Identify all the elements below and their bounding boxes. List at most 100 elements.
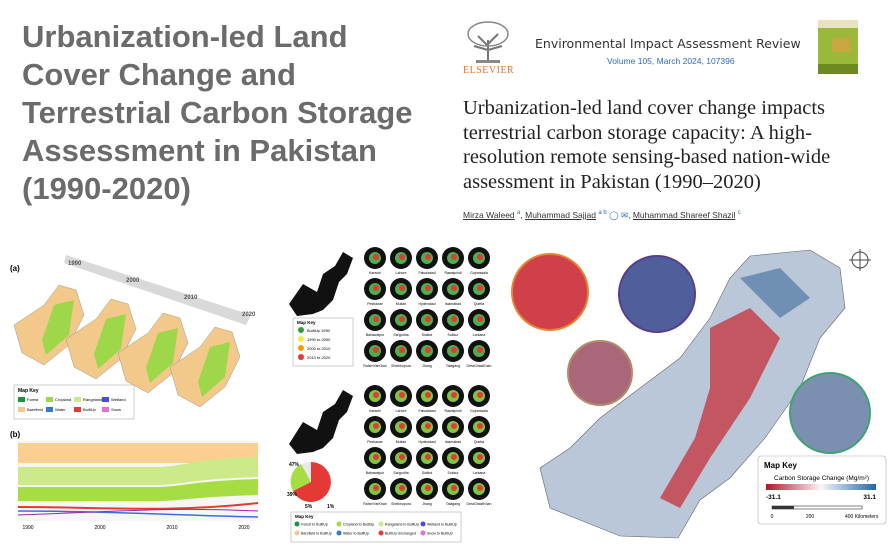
city-center (451, 254, 457, 260)
city-label: Bahawalpur (366, 471, 385, 475)
year-label: 2020 (242, 312, 256, 318)
city-center (451, 392, 457, 398)
city-label: Karachi (369, 409, 381, 413)
legend-swatch (336, 521, 342, 527)
publisher-logo (460, 18, 516, 66)
city-center (425, 285, 431, 291)
land-cover-figure: (a) 1990 2000 2010 2020 Map Key Forest Cropl… (10, 255, 259, 531)
city-center (477, 316, 483, 322)
city-center (373, 316, 379, 322)
city-label: Peshawar (367, 302, 383, 306)
legend-label: 1990 to 2000 (307, 337, 331, 342)
city-label: Jhang (422, 502, 432, 506)
paper-title: Urbanization-led land cover change impac… (463, 97, 831, 193)
city-center (451, 485, 457, 491)
city-label: DeraGhaziKhan (467, 502, 492, 506)
city-center (399, 423, 405, 429)
legend-label: BuiltUp Unchanged (385, 532, 416, 536)
city-label: Sukkur (448, 333, 460, 337)
author[interactable]: Mirza Waleed (463, 210, 515, 220)
legend-label: BuiltUp 1990 (307, 328, 331, 333)
pie-label: 39% (287, 492, 298, 498)
legend-label: Forest (27, 397, 39, 402)
author[interactable]: Muhammad Sajjad (525, 210, 596, 220)
city-center (399, 316, 405, 322)
city-center (399, 454, 405, 460)
legend-label: Barefield (27, 407, 43, 412)
journal-cover (818, 20, 858, 74)
cropland-area (42, 300, 74, 355)
city-center (373, 423, 379, 429)
city-label: Sheikhupura (391, 502, 411, 506)
author[interactable]: Muhammad Shareef Shazil (632, 210, 736, 220)
city-center (399, 347, 405, 353)
scale-label: 200 (806, 514, 815, 520)
year-label: 1990 (68, 261, 82, 267)
affiliation: a b (598, 210, 607, 217)
year-label: 2000 (126, 278, 140, 284)
legend-swatch (102, 407, 109, 412)
graphic-title: Urbanization-led Land Cover Change and T… (22, 19, 413, 206)
legend-label: Wetland (111, 397, 126, 402)
carbon-map-figure: Map Key Carbon Storage Change (Mg/m²) -3… (511, 249, 887, 539)
city-label: Lahore (396, 271, 407, 275)
city-center (399, 485, 405, 491)
legend-swatch (74, 397, 81, 402)
city-label: Quetta (474, 440, 485, 444)
city-center (399, 285, 405, 291)
legend-swatch (18, 397, 25, 402)
city-label: Sargodha (393, 471, 408, 475)
city-center (451, 347, 457, 353)
city-center (477, 485, 483, 491)
scale-label: 0 (771, 514, 774, 520)
legend-swatch (46, 397, 53, 402)
legend-label: Cropland (55, 397, 71, 402)
panel-label: (a) (10, 264, 20, 273)
city-label: RahimYarKhan (363, 364, 387, 368)
pie-label: 5% (305, 504, 313, 510)
legend-swatch (298, 327, 304, 333)
legend-label: Snow to BuiltUp (427, 532, 453, 536)
city-label: Hyderabad (418, 302, 435, 306)
city-center (373, 254, 379, 260)
legend-label: Rangeland to BuiltUp (385, 523, 419, 527)
legend-label: Wetland to BuiltUp (427, 523, 457, 527)
axis-label: 2020 (238, 525, 249, 531)
city-center (425, 254, 431, 260)
city-label: Sargodha (393, 333, 408, 337)
city-center (477, 254, 483, 260)
legend-title: Map Key (297, 320, 316, 325)
contact-icons[interactable]: ◯ ✉ (609, 210, 629, 220)
city-label: Talagang (446, 364, 460, 368)
city-label: Multan (396, 440, 407, 444)
city-center (373, 392, 379, 398)
city-label: Sukkur (448, 471, 460, 475)
city-label: Faisalabad (418, 271, 435, 275)
cropland-area (146, 328, 178, 383)
journal-volume: Volume 105, March 2024, 107396 (607, 56, 735, 66)
city-center (451, 316, 457, 322)
axis-label: 1990 (22, 525, 33, 531)
legend-swatch (298, 345, 304, 351)
legend-label: Barefield to BuiltUp (301, 532, 332, 536)
city-center (477, 392, 483, 398)
legend-swatch (46, 407, 53, 412)
city-label: Bahawalpur (366, 333, 385, 337)
city-label: Lahore (396, 409, 407, 413)
city-center (425, 392, 431, 398)
legend-swatch (298, 336, 304, 342)
legend-swatch (18, 407, 25, 412)
legend-swatch (294, 530, 300, 536)
panel-label: (b) (10, 430, 21, 439)
city-center (425, 347, 431, 353)
scale-label: 400 Kilometers (845, 514, 879, 520)
city-center (451, 454, 457, 460)
city-center (477, 285, 483, 291)
city-label: Faisalabad (418, 409, 435, 413)
pie-label: 47% (289, 462, 300, 468)
affiliation: a (517, 210, 521, 217)
city-center (451, 285, 457, 291)
legend-swatch (378, 521, 384, 527)
city-label: Larkana (473, 333, 486, 337)
